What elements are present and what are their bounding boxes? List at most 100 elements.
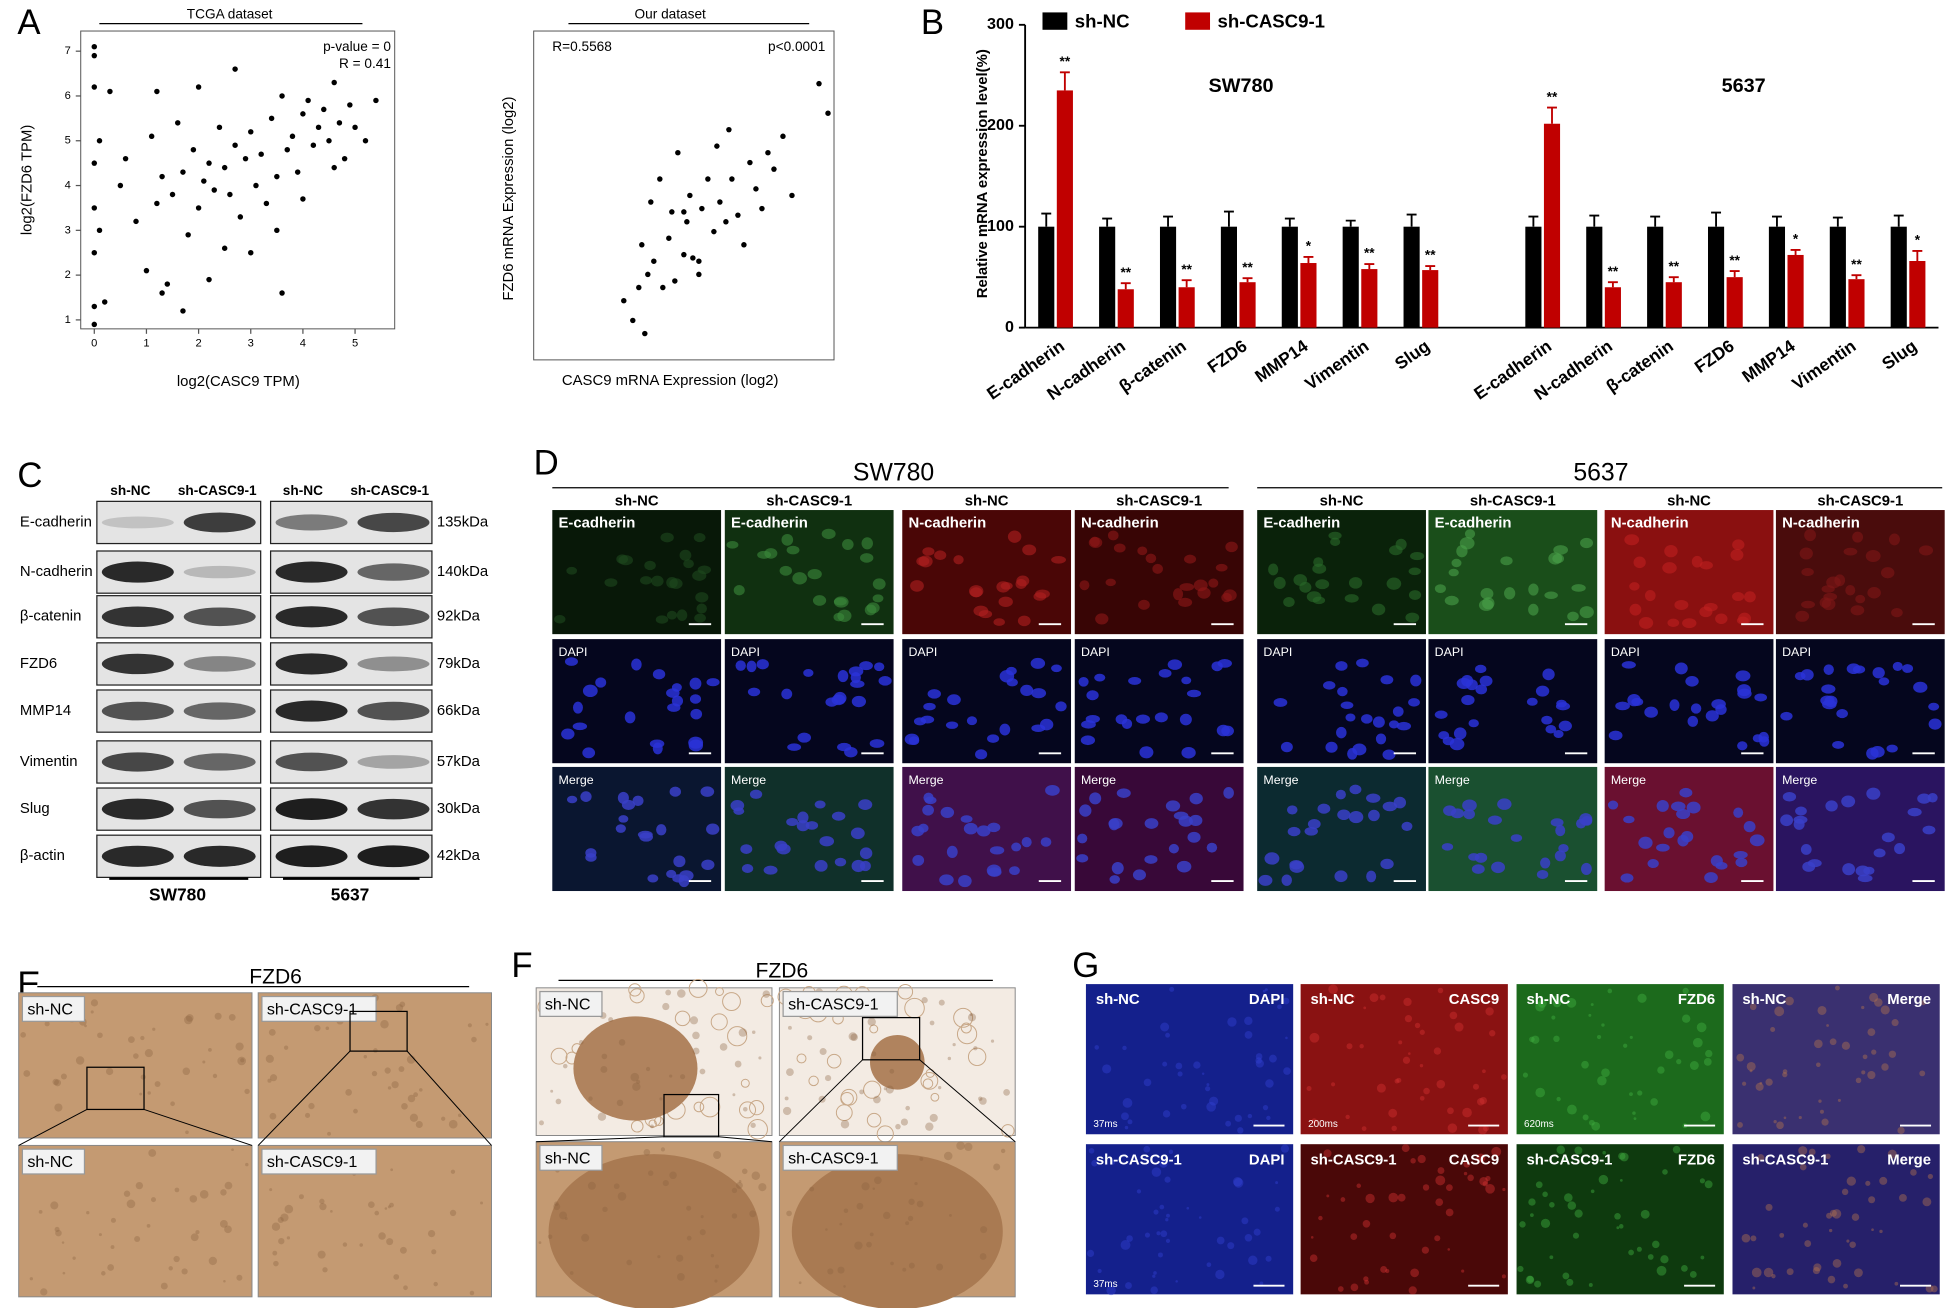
tissue-texture bbox=[680, 1074, 686, 1080]
cell bbox=[1375, 733, 1387, 745]
channel-label: DAPI bbox=[1611, 645, 1640, 659]
data-point bbox=[729, 176, 735, 182]
texture bbox=[1851, 1213, 1860, 1221]
data-point bbox=[816, 80, 822, 87]
texture bbox=[1227, 1017, 1237, 1027]
alveolus bbox=[930, 1092, 940, 1102]
cell bbox=[764, 548, 778, 559]
cell bbox=[1674, 599, 1689, 610]
cell bbox=[673, 855, 686, 868]
data-point bbox=[96, 227, 103, 234]
fluorescence-image bbox=[1516, 1144, 1724, 1295]
tissue-texture bbox=[885, 1085, 894, 1094]
texture bbox=[1751, 1267, 1762, 1278]
texture bbox=[1854, 1268, 1863, 1278]
micrograph bbox=[1257, 766, 1426, 892]
cell bbox=[859, 661, 873, 671]
texture bbox=[1283, 1067, 1291, 1075]
tissue-texture bbox=[751, 1030, 756, 1035]
texture bbox=[1633, 1117, 1637, 1121]
tissue-texture bbox=[345, 1089, 352, 1096]
exposure-label: 200ms bbox=[1308, 1119, 1338, 1130]
texture bbox=[1128, 995, 1135, 1002]
tissue-texture bbox=[271, 1222, 281, 1231]
cell bbox=[1408, 567, 1421, 576]
cell bbox=[1850, 605, 1865, 616]
cell bbox=[993, 618, 1005, 626]
data-point bbox=[91, 205, 98, 211]
texture bbox=[1461, 1269, 1465, 1273]
texture bbox=[1696, 1022, 1707, 1033]
tissue-texture bbox=[272, 1250, 278, 1256]
cell bbox=[1371, 603, 1386, 616]
y-tick-label: 1 bbox=[65, 314, 71, 326]
cell bbox=[1223, 787, 1234, 799]
protein-label: N-cadherin bbox=[20, 564, 93, 580]
cell bbox=[1373, 716, 1385, 728]
legend-swatch bbox=[1185, 12, 1211, 30]
cell bbox=[1441, 843, 1454, 851]
tissue-texture bbox=[90, 999, 99, 1007]
x-tick-label: Vimentin bbox=[1788, 336, 1859, 394]
texture bbox=[1091, 1159, 1098, 1167]
tissue-texture bbox=[735, 1181, 743, 1189]
cell bbox=[1676, 809, 1691, 820]
tissue-texture bbox=[564, 1217, 568, 1220]
tissue-texture bbox=[278, 1237, 285, 1245]
texture bbox=[1632, 1111, 1636, 1115]
tissue-texture bbox=[160, 1282, 168, 1290]
texture bbox=[1419, 1029, 1425, 1035]
cell bbox=[1051, 664, 1062, 673]
cell bbox=[666, 869, 677, 879]
data-point bbox=[690, 255, 696, 261]
cell bbox=[1633, 556, 1646, 569]
image-label: sh-CASC9-1 bbox=[788, 995, 879, 1013]
zoom-lines bbox=[779, 1059, 1016, 1143]
cell bbox=[616, 554, 629, 564]
data-point bbox=[305, 97, 311, 104]
tissue-texture bbox=[75, 1056, 85, 1065]
blot-band bbox=[275, 752, 348, 772]
micrograph bbox=[1428, 766, 1598, 892]
texture bbox=[1899, 1193, 1907, 1202]
cell bbox=[1410, 674, 1422, 687]
y-tick-label: 200 bbox=[987, 116, 1014, 134]
row-label: sh-NC bbox=[1096, 992, 1140, 1008]
tissue-texture bbox=[936, 1263, 944, 1271]
cell bbox=[1128, 676, 1142, 685]
cell bbox=[1793, 818, 1805, 830]
texture bbox=[1607, 988, 1613, 994]
tissue-texture bbox=[921, 997, 928, 1004]
tissue-texture bbox=[128, 1036, 135, 1043]
error-bar bbox=[1547, 106, 1557, 124]
significance-label: ** bbox=[1364, 246, 1375, 261]
tumor-nodule bbox=[573, 1016, 698, 1121]
data-point bbox=[347, 102, 353, 108]
texture bbox=[1692, 1037, 1703, 1048]
cell bbox=[1380, 675, 1394, 685]
tissue-texture bbox=[786, 1210, 792, 1217]
data-point bbox=[143, 267, 150, 274]
x-tick-label: 4 bbox=[300, 338, 306, 350]
cell bbox=[1656, 799, 1669, 812]
label-tag bbox=[261, 1148, 377, 1175]
texture bbox=[1623, 1043, 1628, 1048]
texture bbox=[1255, 1059, 1264, 1068]
texture bbox=[1682, 987, 1689, 995]
texture bbox=[1862, 1054, 1868, 1060]
blot-band bbox=[183, 845, 256, 867]
blot-band bbox=[183, 753, 256, 771]
cell bbox=[1040, 837, 1052, 847]
cell bbox=[1006, 666, 1017, 676]
data-point bbox=[675, 149, 681, 156]
tissue-texture bbox=[626, 1259, 633, 1266]
cell bbox=[640, 576, 653, 585]
significance-label: * bbox=[1306, 239, 1312, 254]
texture bbox=[1826, 1024, 1829, 1027]
tissue-texture bbox=[650, 1124, 654, 1129]
cell bbox=[1580, 537, 1594, 549]
bar bbox=[1038, 226, 1055, 328]
cell bbox=[1536, 869, 1549, 879]
cell bbox=[861, 537, 873, 550]
texture bbox=[1309, 1254, 1318, 1262]
